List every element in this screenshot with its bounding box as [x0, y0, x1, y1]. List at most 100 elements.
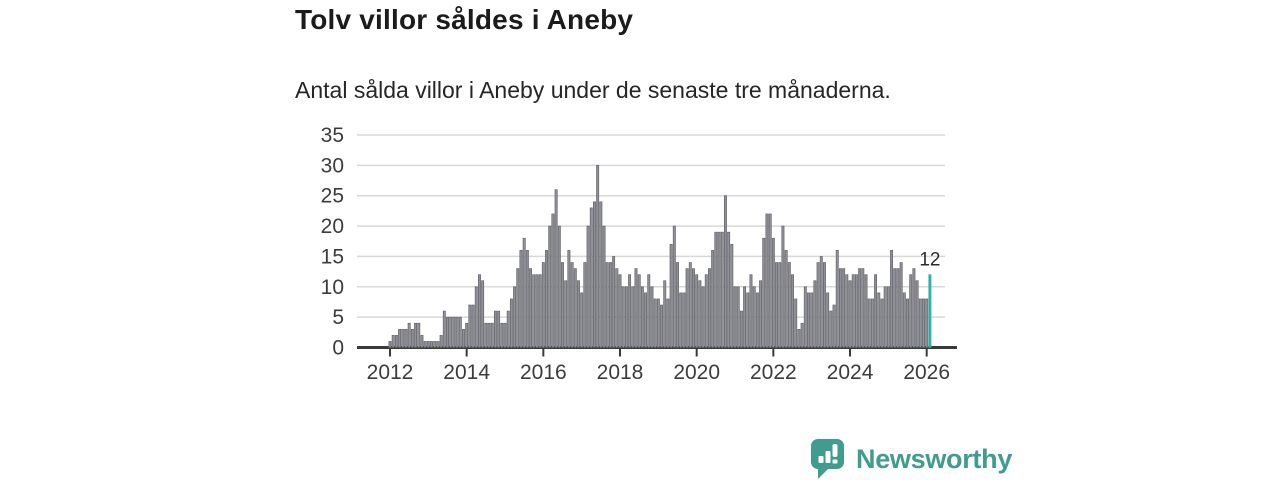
bar: [407, 322, 411, 348]
bar: [506, 310, 510, 348]
bar: [781, 225, 785, 348]
bar: [644, 292, 648, 348]
bar: [481, 280, 485, 348]
bar: [442, 310, 446, 348]
bar: [663, 280, 667, 348]
bar: [826, 292, 830, 348]
bar: [902, 292, 906, 348]
bar: [682, 292, 686, 348]
bar: [477, 274, 481, 348]
bar: [755, 292, 759, 348]
bar: [388, 341, 392, 348]
bar: [573, 268, 577, 348]
brand-name: Newsworthy: [856, 443, 1013, 474]
bar: [842, 268, 846, 348]
bar: [490, 322, 494, 348]
bar: [497, 310, 501, 348]
bar: [746, 292, 750, 348]
bar: [810, 292, 814, 348]
bar: [577, 280, 580, 348]
bar: [925, 298, 929, 348]
bar: [666, 298, 670, 348]
bar: [446, 316, 449, 348]
bar: [557, 225, 561, 348]
bar: [838, 268, 842, 348]
bar: [417, 322, 421, 348]
bar: [698, 280, 702, 348]
bar: [583, 262, 587, 348]
bar: [618, 274, 622, 348]
bar: [749, 274, 753, 348]
bar: [835, 250, 839, 348]
bar: [624, 286, 628, 348]
bar: [426, 341, 430, 348]
bar: [832, 304, 836, 348]
bar: [414, 322, 418, 348]
bar: [458, 316, 462, 348]
bar: [561, 262, 564, 348]
bar: [647, 274, 651, 348]
bar: [500, 322, 504, 348]
bar: [548, 225, 552, 348]
bar: [640, 286, 644, 348]
bar: [739, 310, 743, 348]
bar: [535, 274, 539, 348]
bar: [717, 231, 721, 348]
bar: [487, 322, 491, 348]
bar: [708, 268, 711, 348]
bar: [637, 274, 641, 348]
bar: [452, 316, 456, 348]
bar: [778, 262, 782, 348]
bar: [522, 237, 526, 348]
bar: [807, 292, 810, 348]
y-axis-tick-label: 30: [321, 154, 344, 177]
bar: [596, 165, 600, 348]
bar: [538, 274, 542, 348]
bar: [851, 274, 855, 348]
bar: [465, 322, 469, 348]
bar: [599, 201, 603, 348]
bar: [615, 268, 619, 348]
bar: [493, 310, 497, 348]
bar: [567, 250, 571, 348]
bar: [688, 262, 692, 348]
y-axis-tick-label: 25: [321, 185, 344, 208]
bar: [886, 286, 890, 348]
bar: [509, 298, 513, 348]
x-axis-tick-label: 2026: [903, 361, 950, 384]
bar: [545, 250, 548, 348]
y-axis-tick-label: 0: [332, 337, 344, 360]
bar: [621, 286, 625, 348]
bar: [861, 268, 865, 348]
x-axis-tick-label: 2014: [443, 361, 490, 384]
bar: [612, 256, 616, 348]
bar: [471, 304, 475, 348]
bar: [634, 268, 638, 348]
bar: [519, 250, 523, 348]
bar: [701, 286, 705, 348]
bar: [564, 280, 568, 348]
bar: [899, 262, 903, 348]
bar: [401, 328, 405, 348]
bar: [541, 262, 545, 348]
bar: [653, 298, 657, 348]
bar: [656, 298, 660, 348]
bar: [529, 268, 533, 348]
chart-subtitle: Antal sålda villor i Aneby under de sena…: [295, 77, 891, 103]
bar: [819, 256, 823, 348]
bar: [570, 262, 574, 348]
bar: [484, 322, 488, 348]
bar: [752, 286, 756, 348]
bar: [877, 292, 881, 348]
bar: [650, 286, 654, 348]
x-axis-tick-label: 2024: [827, 361, 874, 384]
bar: [420, 335, 424, 348]
bar: [791, 274, 794, 348]
bar: [797, 328, 801, 348]
bar: [513, 286, 517, 348]
bar: [580, 292, 584, 348]
bar: [720, 231, 724, 348]
bar: [893, 268, 897, 348]
bar: [733, 286, 737, 348]
